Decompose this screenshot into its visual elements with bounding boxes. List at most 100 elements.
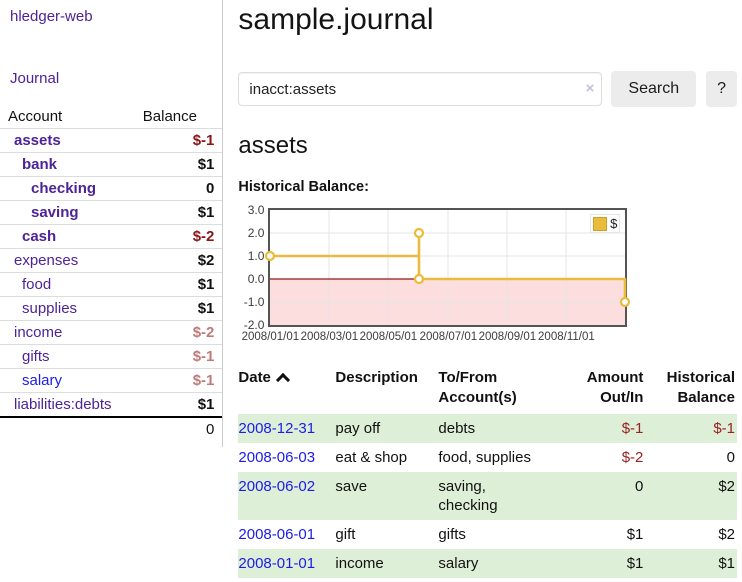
accounts-column-header: To/From Account(s) (438, 369, 517, 406)
date-column-header[interactable]: Date (238, 366, 335, 414)
account-balance: $1 (197, 276, 215, 293)
account-balance: $-1 (192, 348, 215, 365)
account-balance: $1 (197, 156, 215, 173)
chart-title: Historical Balance: (238, 179, 369, 195)
sidebar-account-link-food[interactable]: food (22, 276, 52, 293)
transaction-balance: $2 (718, 478, 735, 495)
sidebar: hledger-web Journal Account Balance asse… (0, 0, 224, 447)
main-content: sample.journal × Search ? assets Histori… (223, 0, 742, 578)
transaction-accounts: food, supplies (438, 449, 531, 466)
balance-column-header: Balance (142, 108, 197, 125)
historical-balance-chart: 3.0 2.0 1.0 0.0 -1.0 -2.0 (238, 203, 638, 344)
account-balance: 0 (206, 180, 215, 197)
transaction-amount: 0 (635, 478, 644, 495)
transaction-balance: $-1 (713, 420, 735, 437)
y-tick-label: -2.0 (243, 318, 265, 332)
transaction-balance: $1 (718, 555, 735, 572)
register-header-row: Date Description To/From Account(s) Amou… (238, 366, 737, 414)
transaction-date-link[interactable]: 2008-12-31 (238, 420, 316, 437)
x-tick-label: 2008/09/01 (478, 331, 537, 343)
page-title: sample.journal (238, 3, 434, 36)
transaction-amount: $1 (626, 526, 644, 543)
search-form: × Search ? (238, 71, 737, 107)
brand-link[interactable]: hledger-web (10, 8, 93, 25)
transaction-date-link[interactable]: 2008-06-03 (238, 449, 316, 466)
sidebar-account-link-assets[interactable]: assets (14, 132, 61, 149)
y-tick-label: 0.0 (247, 272, 265, 286)
x-tick-label: 2008/07/01 (419, 331, 478, 343)
accounts-table: Account Balance assets $-1 bank $1 check… (0, 105, 223, 441)
amount-column-header: Amount Out/In (586, 369, 644, 406)
transaction-date-link[interactable]: 2008-06-01 (238, 526, 316, 543)
transaction-balance: $2 (718, 526, 735, 543)
sidebar-account-link-gifts[interactable]: gifts (22, 348, 50, 365)
account-row: saving $1 (0, 200, 223, 225)
y-tick-label: -1.0 (243, 295, 265, 309)
account-row: food $1 (0, 272, 223, 297)
account-row: expenses $2 (0, 248, 223, 273)
search-input[interactable] (238, 72, 603, 106)
transaction-accounts: saving, checking (438, 478, 498, 514)
sidebar-account-link-checking[interactable]: checking (31, 180, 97, 197)
legend-swatch-icon (593, 216, 608, 231)
balance-line (270, 231, 627, 302)
transaction-balance: 0 (726, 449, 735, 466)
transaction-date-link[interactable]: 2008-01-01 (238, 555, 316, 572)
account-column-header: Account (8, 108, 63, 125)
grid-lines (270, 210, 626, 325)
chart-canvas (265, 210, 631, 325)
account-row: cash $-2 (0, 224, 223, 249)
sidebar-account-link-supplies[interactable]: supplies (22, 300, 78, 317)
account-balance: $-1 (192, 132, 215, 149)
sidebar-account-link-income[interactable]: income (14, 324, 63, 341)
account-row: income $-2 (0, 320, 223, 345)
sidebar-account-link-saving[interactable]: saving (31, 204, 79, 221)
transaction-row: 2008-06-03 eat & shop food, supplies $-2… (238, 443, 737, 472)
transaction-date-link[interactable]: 2008-06-02 (238, 478, 316, 495)
transaction-accounts: gifts (438, 526, 466, 543)
transaction-amount: $-2 (621, 449, 644, 466)
accounts-table-header: Account Balance (0, 105, 222, 129)
account-row: salary $-1 (0, 368, 223, 393)
transaction-amount: $-1 (621, 420, 644, 437)
transaction-accounts: salary (438, 555, 479, 572)
transaction-description: income (335, 555, 384, 572)
date-header-label: Date (238, 369, 271, 386)
chart-plot-area: $ (265, 208, 631, 327)
account-balance: $1 (197, 300, 215, 317)
x-tick-label: 2008/01/01 (241, 331, 300, 343)
account-balance: $1 (197, 396, 215, 413)
y-tick-label: 3.0 (247, 203, 265, 217)
accounts-total-value: 0 (206, 421, 215, 438)
sidebar-account-link-salary[interactable]: salary (22, 372, 63, 389)
help-button[interactable]: ? (706, 71, 737, 107)
account-row: gifts $-1 (0, 344, 223, 369)
transaction-row: 2008-06-02 save saving, checking 0 $2 (238, 472, 737, 520)
account-row: checking 0 (0, 176, 223, 201)
y-tick-label: 2.0 (247, 226, 265, 240)
transaction-row: 2008-12-31 pay off debts $-1 $-1 (238, 414, 737, 443)
accounts-total-row: 0 (0, 417, 223, 441)
sidebar-account-link-bank[interactable]: bank (22, 156, 58, 173)
account-balance: $1 (197, 204, 215, 221)
transaction-description: gift (335, 526, 356, 543)
transaction-accounts: debts (438, 420, 476, 437)
transaction-row: 2008-06-01 gift gifts $1 $2 (238, 520, 737, 549)
sidebar-account-link-liabilities-debts[interactable]: liabilities:debts (14, 396, 112, 413)
account-balance: $-2 (192, 228, 215, 245)
account-balance: $-1 (192, 372, 215, 389)
search-box: × (238, 72, 603, 106)
y-tick-label: 1.0 (247, 249, 265, 263)
search-button[interactable]: Search (611, 71, 697, 107)
account-row: liabilities:debts $1 (0, 392, 223, 418)
clear-search-icon[interactable]: × (585, 80, 595, 97)
transaction-description: eat & shop (335, 449, 408, 466)
transaction-row: 2008-01-01 income salary $1 $1 (238, 549, 737, 578)
x-tick-label: 2008/05/01 (359, 331, 418, 343)
sidebar-item-journal[interactable]: Journal (10, 70, 60, 87)
account-row: supplies $1 (0, 296, 223, 321)
transaction-description: save (335, 478, 368, 495)
sidebar-account-link-cash[interactable]: cash (22, 228, 57, 245)
sidebar-account-link-expenses[interactable]: expenses (14, 252, 79, 269)
